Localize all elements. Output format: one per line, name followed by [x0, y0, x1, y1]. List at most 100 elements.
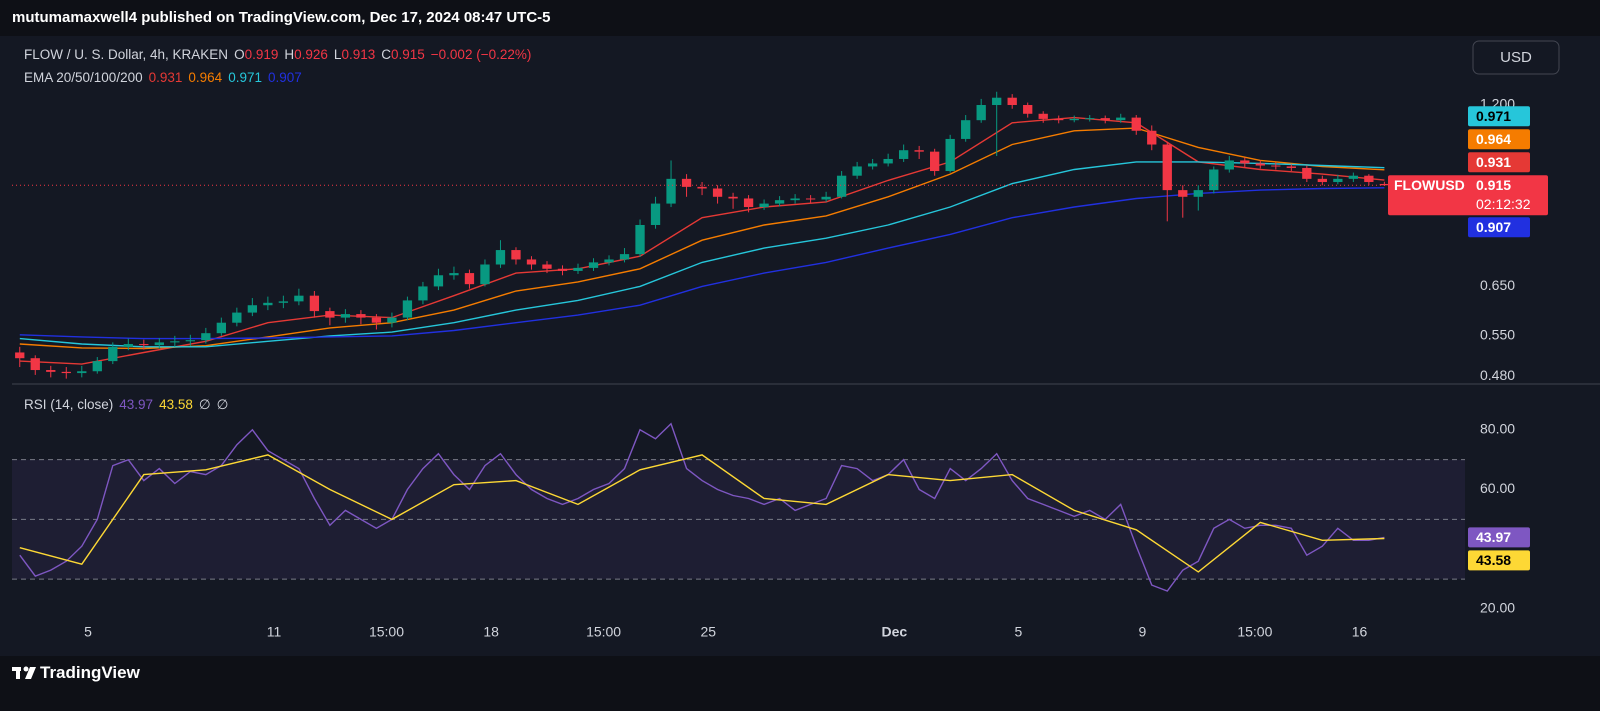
candle-body	[216, 322, 226, 334]
candle-body	[666, 178, 676, 204]
candle-body	[170, 341, 180, 343]
ema-legend: EMA 20/50/100/200 0.931 0.964 0.971 0.907	[24, 70, 308, 85]
x-tick-label: 9	[1139, 624, 1147, 640]
x-tick-label: 15:00	[1237, 624, 1272, 640]
rsi-legend: RSI (14, close) 43.97 43.58 ∅ ∅	[24, 397, 234, 413]
brand: TradingView	[40, 663, 140, 682]
candle-body	[1255, 163, 1265, 166]
candle-body	[356, 314, 366, 318]
x-tick-label: 18	[483, 624, 499, 640]
candle-body	[992, 97, 1002, 106]
candle-body	[309, 295, 320, 312]
candle-body	[1302, 167, 1312, 179]
candle-body	[263, 302, 273, 306]
ema-value: 0.931	[148, 70, 183, 85]
candle-body	[712, 188, 723, 197]
candle-body	[604, 259, 614, 263]
rsi-line	[19, 422, 1385, 592]
candle-body	[1100, 118, 1110, 121]
candle-body	[1007, 97, 1017, 106]
candle-body	[278, 301, 289, 303]
last-price-tag-bg	[1388, 175, 1548, 216]
x-tick-label: Dec	[882, 624, 908, 640]
x-tick-label: 25	[700, 624, 716, 640]
rsi-title: RSI (14, close)	[24, 397, 114, 412]
x-tick-label: 5	[84, 624, 92, 640]
candle-body	[883, 158, 893, 164]
candle-body	[1317, 178, 1327, 183]
candle-body	[61, 371, 71, 374]
rsi-tag-bg	[1468, 550, 1530, 571]
y-tick-label: 0.650	[1480, 277, 1515, 293]
candle-body	[759, 203, 769, 208]
candle-body	[588, 262, 599, 268]
candle-body	[1054, 118, 1064, 121]
candle-body	[1379, 183, 1390, 186]
symbol-tag: FLOWUSD	[1394, 177, 1465, 193]
last-price-tag: 0.915	[1476, 177, 1511, 193]
candle-body	[30, 358, 40, 371]
candle-body	[650, 203, 661, 225]
rsi-tag: 43.58	[1476, 552, 1511, 568]
candle-body	[976, 105, 986, 121]
candle-body	[340, 314, 351, 318]
ohlc-letter: C	[381, 47, 391, 62]
candle-body	[1131, 117, 1141, 131]
ema-title: EMA 20/50/100/200	[24, 70, 143, 85]
candle-body	[805, 198, 816, 200]
ohlc-letter: H	[284, 47, 295, 62]
candle-body	[402, 300, 413, 318]
candle-body	[1193, 190, 1203, 197]
candle-body	[449, 273, 459, 276]
ema-line	[19, 116, 1385, 365]
candle-body	[77, 371, 87, 374]
candle-body	[542, 264, 552, 269]
candle-body	[1271, 165, 1281, 167]
candle-body	[433, 275, 444, 287]
ohlc-letter: O	[234, 47, 245, 62]
ema-price-tag-bg	[1468, 106, 1530, 127]
y-tick-label: 80.00	[1480, 420, 1515, 436]
y-tick-label: 20.00	[1480, 600, 1515, 616]
change: −0.002 (−0.22%)	[430, 47, 532, 62]
candle-body	[1224, 160, 1234, 170]
currency-button[interactable]	[1472, 40, 1560, 75]
candle-body	[1023, 105, 1033, 114]
ema-price-tag-bg	[1468, 152, 1530, 173]
candle-body	[154, 342, 164, 346]
rsi-flag: ∅	[216, 397, 229, 412]
rsi-tag-bg	[1468, 527, 1530, 548]
ema-value: 0.971	[228, 70, 262, 85]
chart-panel	[0, 36, 1600, 656]
ema-line	[19, 127, 1385, 350]
candle-body	[511, 250, 521, 260]
candle-body	[185, 340, 195, 342]
candle-body	[961, 120, 971, 139]
currency-label: USD	[1500, 49, 1532, 66]
candle-body	[464, 273, 475, 285]
symbol-legend: FLOW / U. S. Dollar, 4h, KRAKEN O0.919 H0.…	[24, 47, 537, 62]
ema-price-tag: 0.971	[1476, 108, 1511, 124]
ema-line	[19, 187, 1385, 340]
rsi-value: 43.97	[119, 397, 154, 412]
candle-body	[852, 166, 862, 176]
candle-body	[1286, 166, 1296, 168]
candle-body	[1178, 190, 1188, 197]
candle-body	[1147, 130, 1157, 145]
candle-body	[774, 200, 785, 204]
candle-body	[635, 224, 645, 255]
candle-body	[821, 196, 831, 200]
x-tick-label: 16	[1352, 624, 1368, 640]
candle-body	[1085, 118, 1095, 120]
tv-logo	[12, 666, 36, 679]
candle-body	[1069, 118, 1079, 121]
candle-body	[573, 267, 583, 271]
ema-price-tag-bg	[1468, 217, 1530, 238]
rsi-value: 43.58	[159, 397, 193, 412]
price-pane	[15, 91, 1390, 379]
x-tick-label: 15:00	[369, 624, 404, 640]
ema-value: 0.964	[188, 70, 223, 85]
rsi-ma-line	[19, 454, 1385, 573]
candle-body	[898, 150, 909, 159]
